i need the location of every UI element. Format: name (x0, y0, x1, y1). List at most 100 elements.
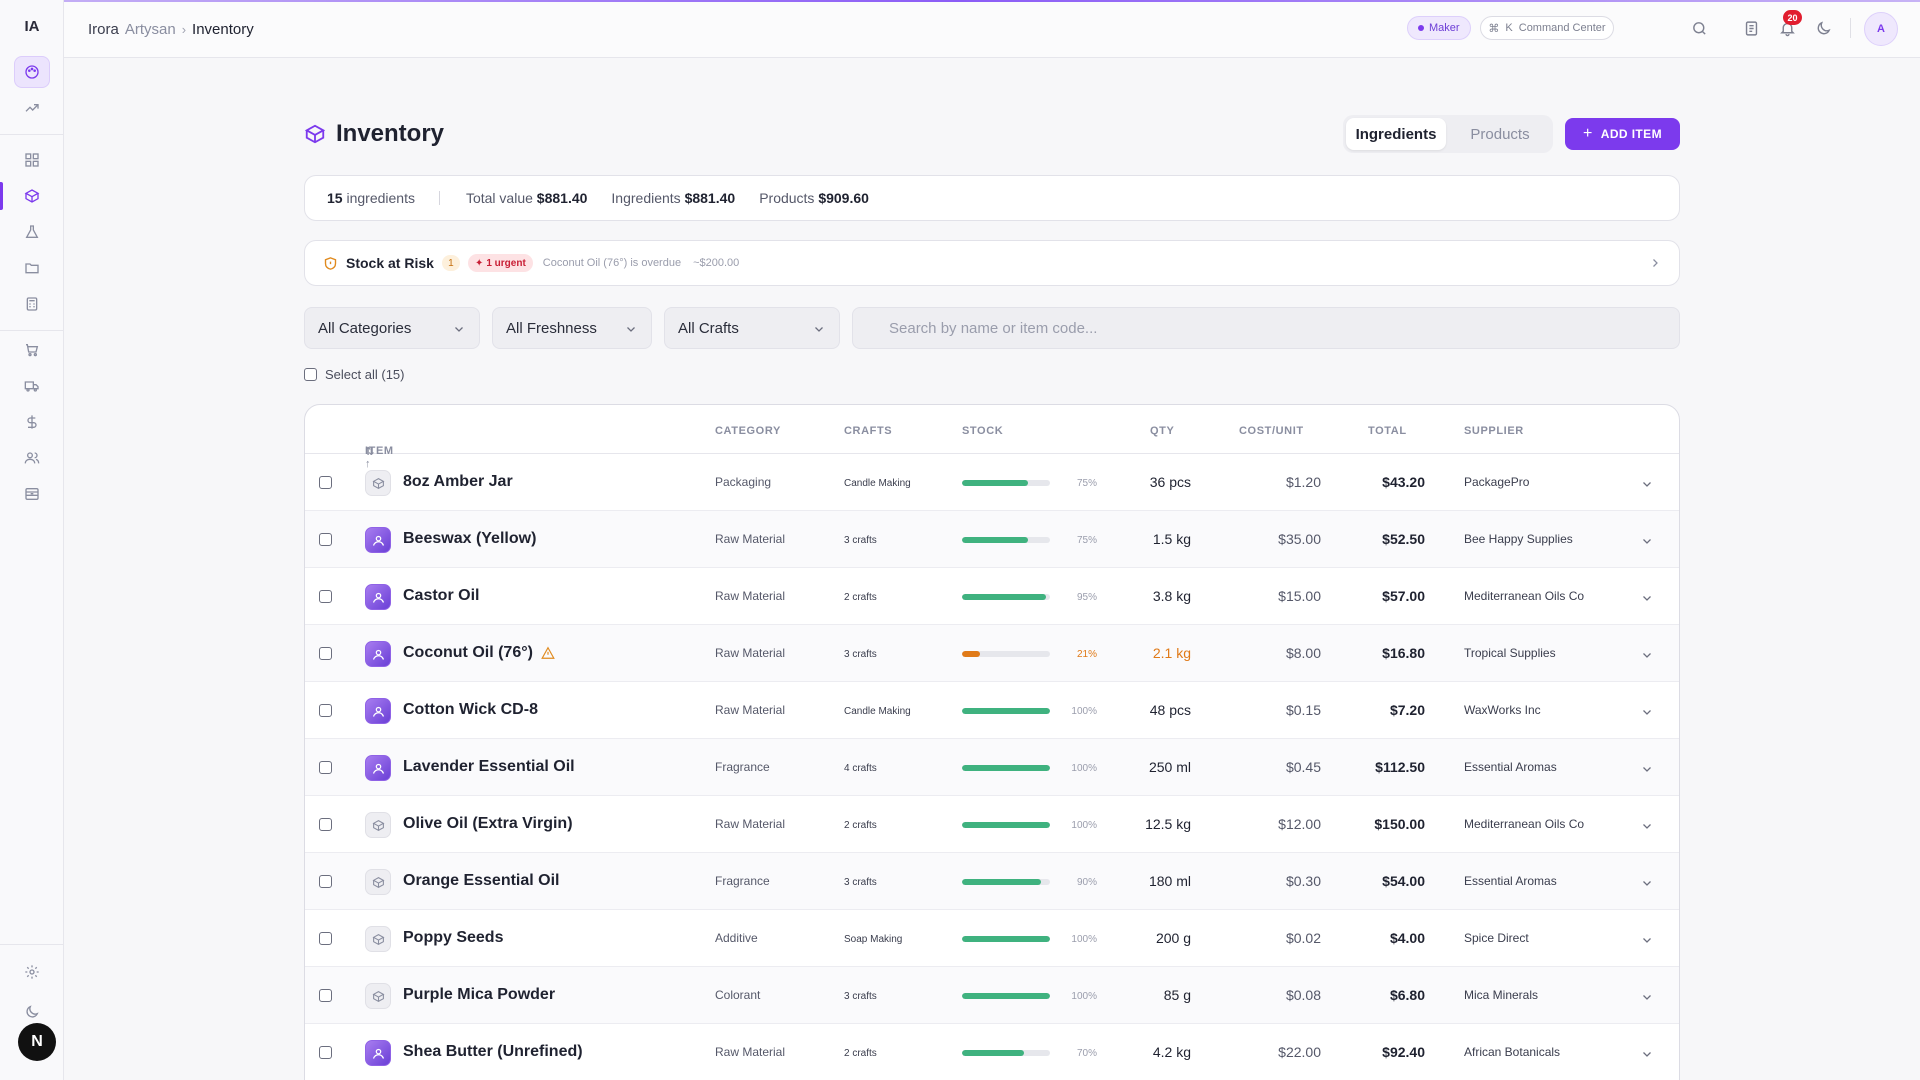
select-all[interactable]: Select all (15) (304, 367, 404, 382)
item-crafts[interactable]: 2 crafts (844, 592, 877, 603)
item-name[interactable]: Cotton Wick CD-8 (403, 701, 538, 719)
command-center-button[interactable]: ⌘ K Command Center (1480, 16, 1614, 40)
row-checkbox[interactable] (319, 875, 332, 888)
table-row[interactable]: Purple Mica Powder Colorant 3 crafts 100% 85… (305, 967, 1679, 1024)
sidebar-divider (0, 330, 64, 331)
flask-icon[interactable] (14, 216, 50, 248)
item-name[interactable]: Coconut Oil (76°) (403, 644, 555, 662)
row-checkbox[interactable] (319, 533, 332, 546)
row-checkbox[interactable] (319, 1046, 332, 1059)
table-row[interactable]: Cotton Wick CD-8 Raw Material Candle Makin… (305, 682, 1679, 739)
chevron-down-icon[interactable] (1641, 763, 1653, 775)
chevron-down-icon[interactable] (1641, 934, 1653, 946)
table-row[interactable]: Poppy Seeds Additive Soap Making 100% 200 g $… (305, 910, 1679, 967)
users-icon[interactable] (14, 442, 50, 474)
crafts-filter[interactable]: All Crafts (664, 307, 840, 349)
freshness-filter[interactable]: All Freshness (492, 307, 652, 349)
table-row[interactable]: Lavender Essential Oil Fragrance 4 crafts 1… (305, 739, 1679, 796)
tab-products[interactable]: Products (1470, 125, 1530, 143)
chevron-down-icon[interactable] (1641, 820, 1653, 832)
table-row[interactable]: Olive Oil (Extra Virgin) Raw Material 2 cr… (305, 796, 1679, 853)
calculator-icon[interactable] (14, 288, 50, 320)
table-row[interactable]: Coconut Oil (76°) Raw Material 3 crafts 21%… (305, 625, 1679, 682)
header-crafts[interactable]: CRAFTS (844, 425, 893, 437)
row-checkbox[interactable] (319, 476, 332, 489)
item-category: Raw Material (715, 1045, 786, 1059)
row-checkbox[interactable] (319, 932, 332, 945)
table-row[interactable]: 8oz Amber Jar Packaging Candle Making 75% 36… (305, 454, 1679, 511)
row-checkbox[interactable] (319, 647, 332, 660)
chevron-down-icon[interactable] (1641, 649, 1653, 661)
table-row[interactable]: Beeswax (Yellow) Raw Material 3 crafts 75% 1… (305, 511, 1679, 568)
table-row[interactable]: Castor Oil Raw Material 2 crafts 95% 3.8 kg $… (305, 568, 1679, 625)
header-total[interactable]: TOTAL (1368, 425, 1407, 437)
item-name[interactable]: Beeswax (Yellow) (403, 530, 536, 548)
chevron-down-icon[interactable] (1641, 991, 1653, 1003)
item-name[interactable]: Poppy Seeds (403, 929, 503, 947)
table-row[interactable]: Orange Essential Oil Fragrance 3 crafts 90%… (305, 853, 1679, 910)
item-crafts[interactable]: 2 crafts (844, 1048, 877, 1059)
item-name[interactable]: Lavender Essential Oil (403, 758, 575, 776)
item-name[interactable]: Castor Oil (403, 587, 479, 605)
chevron-down-icon[interactable] (1641, 478, 1653, 490)
item-name[interactable]: Olive Oil (Extra Virgin) (403, 815, 573, 833)
header-cost[interactable]: COST/UNIT (1239, 425, 1304, 437)
settings-gear-icon[interactable] (14, 956, 50, 988)
row-checkbox[interactable] (319, 818, 332, 831)
item-crafts[interactable]: Candle Making (844, 706, 911, 717)
item-crafts[interactable]: 3 crafts (844, 535, 877, 546)
row-checkbox[interactable] (319, 590, 332, 603)
sort-icon[interactable]: ⇅ ↑ (365, 446, 375, 470)
header-supplier[interactable]: SUPPLIER (1464, 425, 1524, 437)
trending-up-icon[interactable] (14, 92, 50, 124)
breadcrumb-org-suffix[interactable]: Artysan (124, 21, 176, 38)
user-avatar[interactable]: A (1864, 12, 1898, 46)
item-crafts[interactable]: 3 crafts (844, 649, 877, 660)
chevron-down-icon[interactable] (1641, 592, 1653, 604)
row-checkbox[interactable] (319, 704, 332, 717)
breadcrumb-org[interactable]: Irora (88, 21, 119, 38)
mode-badge[interactable]: Maker (1407, 16, 1471, 40)
folder-icon[interactable] (14, 252, 50, 284)
tab-ingredients[interactable]: Ingredients (1346, 118, 1446, 150)
search-input[interactable]: Search by name or item code... (852, 307, 1680, 349)
item-crafts[interactable]: 3 crafts (844, 991, 877, 1002)
header-category[interactable]: CATEGORY (715, 425, 781, 437)
stock-at-risk-banner[interactable]: Stock at Risk 1 ✦ 1 urgent Coconut Oil (7… (304, 240, 1680, 286)
item-name[interactable]: Orange Essential Oil (403, 872, 560, 890)
item-crafts[interactable]: 2 crafts (844, 820, 877, 831)
notes-icon[interactable] (1741, 18, 1761, 38)
chevron-down-icon[interactable] (1641, 535, 1653, 547)
moon-icon[interactable] (14, 996, 50, 1028)
item-crafts[interactable]: 3 crafts (844, 877, 877, 888)
category-filter[interactable]: All Categories (304, 307, 480, 349)
archive-icon[interactable] (14, 478, 50, 510)
chevron-right-icon[interactable] (1649, 257, 1661, 269)
table-row[interactable]: Shea Butter (Unrefined) Raw Material 2 cra… (305, 1024, 1679, 1080)
dollar-icon[interactable] (14, 406, 50, 438)
add-item-button[interactable]: + ADD ITEM (1565, 118, 1680, 150)
app-logo[interactable]: IA (24, 18, 40, 35)
inventory-box-icon[interactable] (14, 180, 50, 212)
item-crafts[interactable]: Candle Making (844, 478, 911, 489)
item-name[interactable]: 8oz Amber Jar (403, 473, 513, 491)
item-name[interactable]: Purple Mica Powder (403, 986, 555, 1004)
item-name[interactable]: Shea Butter (Unrefined) (403, 1043, 583, 1061)
chevron-down-icon[interactable] (1641, 877, 1653, 889)
chevron-down-icon[interactable] (1641, 706, 1653, 718)
row-checkbox[interactable] (319, 761, 332, 774)
header-qty[interactable]: QTY (1150, 425, 1175, 437)
item-crafts[interactable]: Soap Making (844, 934, 903, 945)
cart-icon[interactable] (14, 334, 50, 366)
dashboard-icon[interactable] (14, 144, 50, 176)
dark-mode-moon-icon[interactable] (1813, 18, 1833, 38)
user-avatar-bottom[interactable]: N (18, 1023, 56, 1061)
chevron-down-icon[interactable] (1641, 1048, 1653, 1060)
header-stock[interactable]: STOCK (962, 425, 1004, 437)
select-all-checkbox[interactable] (304, 368, 317, 381)
search-icon[interactable] (1689, 18, 1709, 38)
row-checkbox[interactable] (319, 989, 332, 1002)
item-crafts[interactable]: 4 crafts (844, 763, 877, 774)
palette-icon[interactable] (14, 56, 50, 88)
truck-icon[interactable] (14, 370, 50, 402)
